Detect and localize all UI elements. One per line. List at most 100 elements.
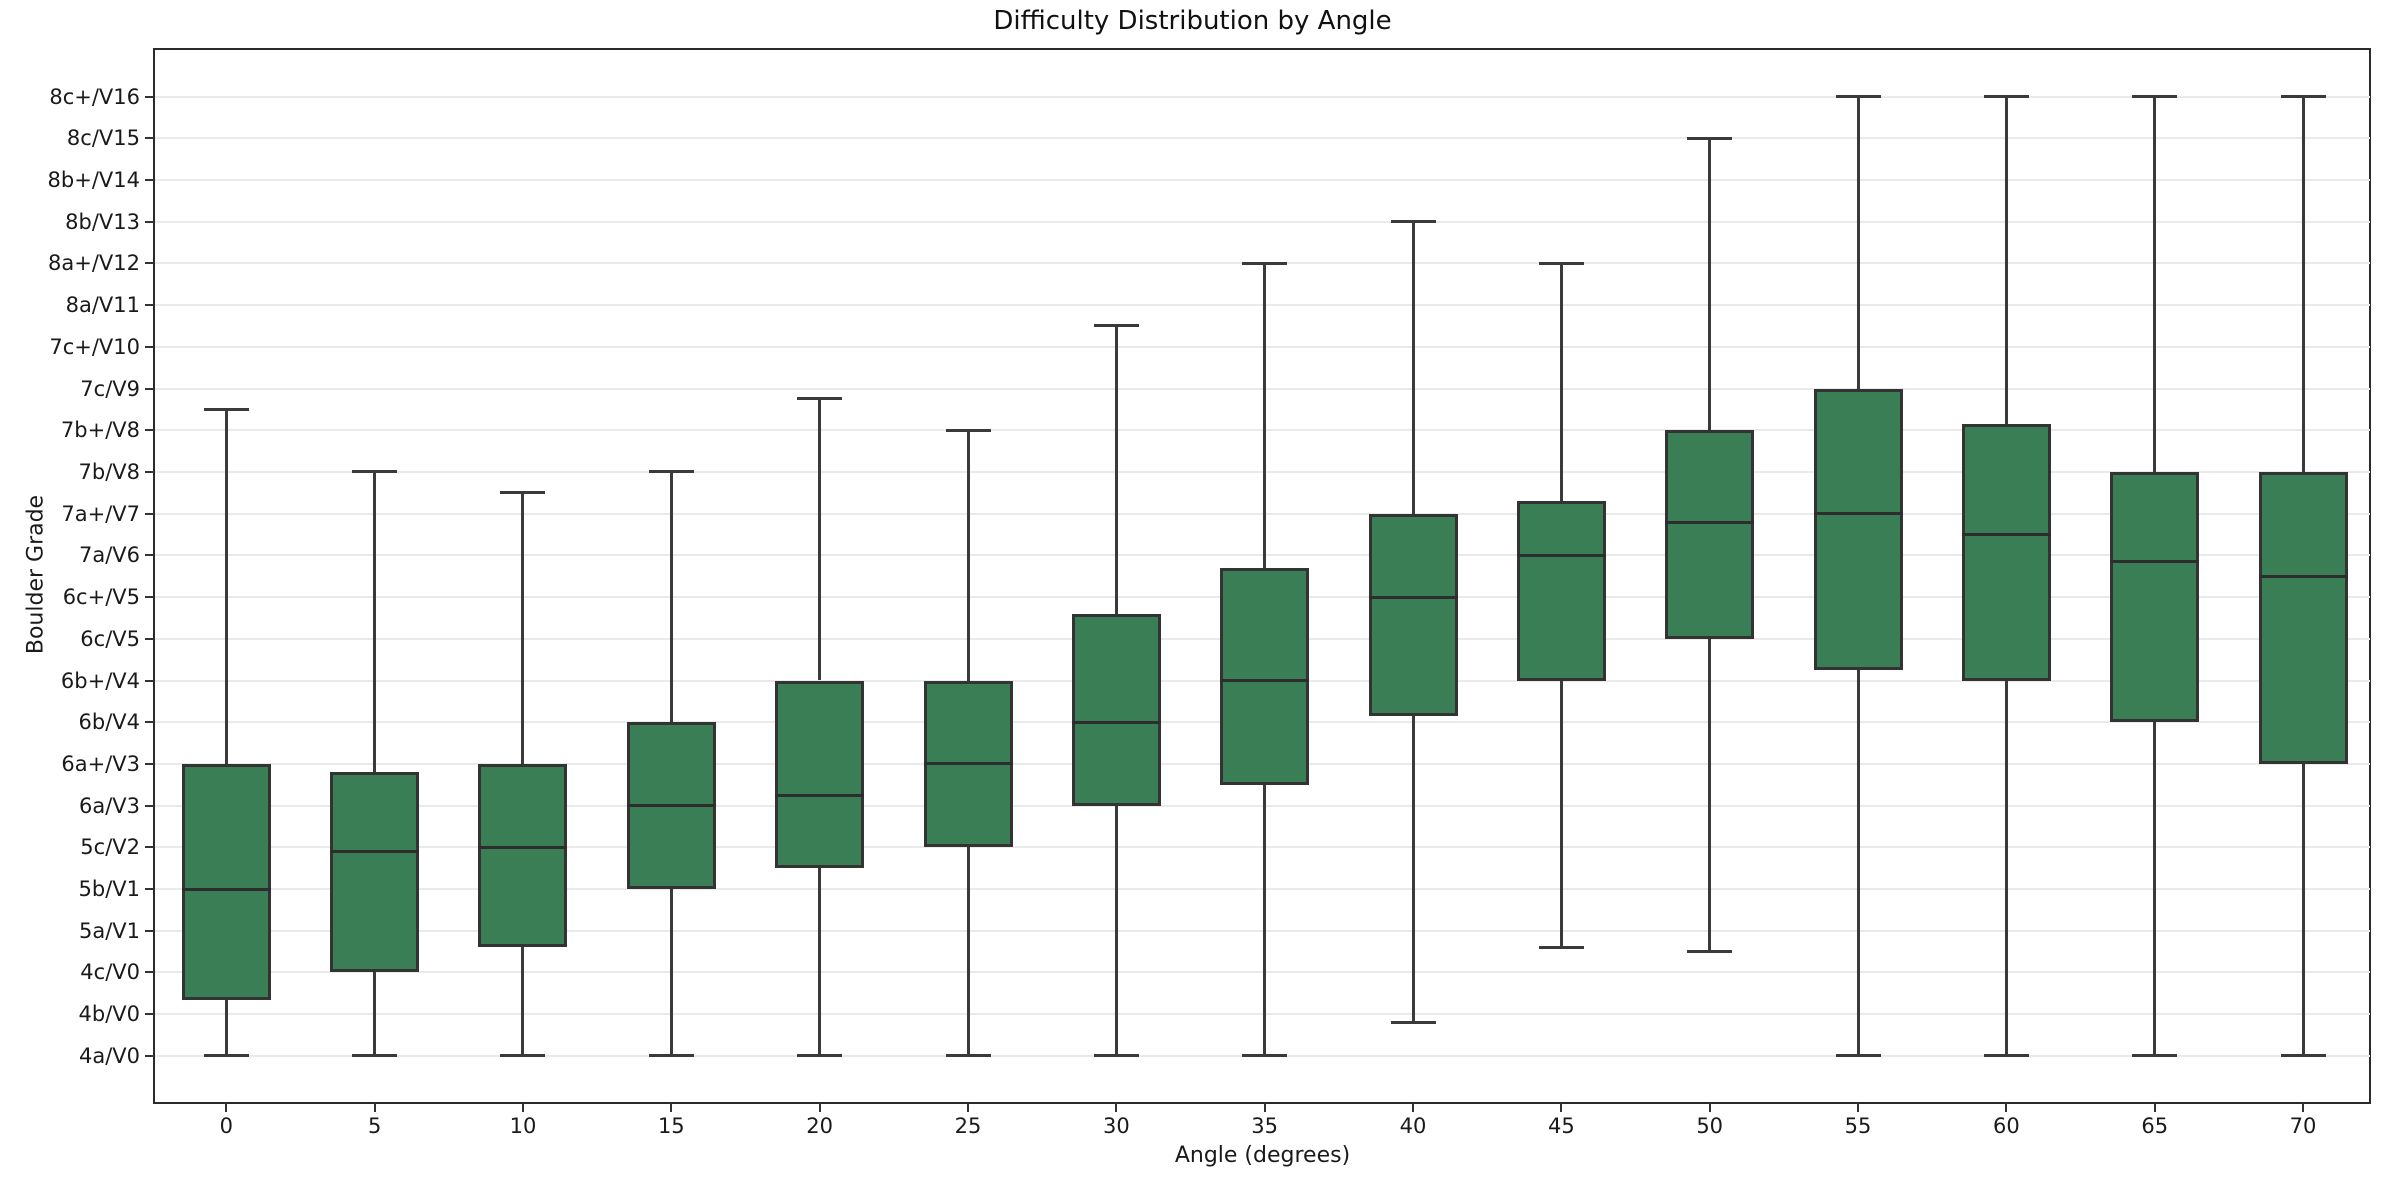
median-line: [1813, 512, 1903, 516]
x-tick-label: 50: [1696, 1114, 1724, 1138]
lower-whisker: [1263, 784, 1267, 1056]
lower-whisker-cap: [648, 1054, 694, 1058]
gridline: [155, 888, 2370, 891]
median-line: [1665, 520, 1755, 524]
upper-whisker-cap: [648, 470, 694, 474]
median-line: [1368, 595, 1458, 599]
box-angle-10: [478, 763, 568, 948]
y-tick: [145, 804, 154, 807]
y-tick-label: 4a/V0: [78, 1043, 140, 1068]
y-tick: [145, 262, 154, 265]
box-angle-5: [330, 772, 420, 973]
lower-whisker-cap: [352, 1054, 398, 1058]
gridline: [155, 929, 2370, 932]
y-tick-label: 6b/V4: [78, 710, 141, 735]
chart-title: Difficulty Distribution by Angle: [993, 6, 1392, 36]
lower-whisker-cap: [1242, 1054, 1288, 1058]
x-tick-label: 70: [2289, 1114, 2317, 1138]
median-line: [2258, 574, 2348, 578]
x-tick-label: 15: [657, 1114, 685, 1138]
x-axis-label: Angle (degrees): [1174, 1143, 1351, 1168]
lower-whisker: [373, 972, 377, 1056]
lower-whisker: [224, 999, 228, 1056]
x-tick: [1115, 1103, 1118, 1112]
lower-whisker-cap: [1835, 1054, 1881, 1058]
y-tick: [145, 929, 154, 932]
y-tick: [145, 220, 154, 223]
x-tick-label: 65: [2141, 1114, 2169, 1138]
box-angle-55: [1813, 388, 1903, 671]
upper-whisker: [1856, 96, 1860, 389]
gridline: [155, 178, 2370, 181]
y-tick-label: 8a/V11: [65, 293, 140, 318]
gridline: [155, 345, 2370, 348]
x-tick-label: 5: [367, 1114, 382, 1138]
lower-whisker: [1559, 680, 1563, 948]
lower-whisker-cap: [1983, 1054, 2029, 1058]
y-tick-label: 7c+/V10: [49, 334, 140, 359]
upper-whisker: [818, 398, 822, 681]
gridline: [155, 304, 2370, 307]
x-tick: [373, 1103, 376, 1112]
box-angle-30: [1071, 613, 1161, 806]
y-tick-label: 7a/V6: [78, 543, 140, 568]
box-angle-70: [2258, 471, 2348, 764]
gridline: [155, 95, 2370, 98]
y-tick: [145, 137, 154, 140]
y-axis-label: Boulder Grade: [23, 494, 49, 655]
lower-whisker: [1114, 805, 1118, 1056]
y-tick-label: 7b/V8: [78, 459, 141, 484]
y-tick-label: 4c/V0: [80, 960, 140, 985]
upper-whisker-cap: [945, 428, 991, 432]
y-tick-label: 7b+/V8: [60, 418, 140, 443]
upper-whisker-cap: [1242, 261, 1288, 265]
gridline: [155, 387, 2370, 390]
median-line: [2110, 560, 2200, 564]
upper-whisker: [2004, 96, 2008, 424]
x-tick: [967, 1103, 969, 1112]
y-tick-label: 5b/V1: [78, 877, 141, 902]
x-tick-label: 0: [219, 1114, 233, 1138]
y-tick: [145, 1054, 154, 1057]
lower-whisker-cap: [797, 1054, 843, 1058]
y-tick-label: 6b+/V4: [60, 668, 140, 693]
y-tick: [145, 554, 154, 557]
y-tick-label: 7a+/V7: [61, 501, 140, 526]
y-tick: [145, 470, 154, 473]
x-tick: [1708, 1103, 1711, 1112]
y-tick-label: 6a+/V3: [61, 751, 140, 776]
y-tick-label: 8b/V13: [65, 209, 140, 234]
gridline: [155, 846, 2370, 849]
gridline: [155, 554, 2370, 557]
gridline: [155, 137, 2370, 140]
y-tick: [145, 429, 154, 432]
median-line: [775, 793, 865, 797]
lower-whisker-cap: [500, 1054, 546, 1058]
box-angle-20: [775, 680, 865, 869]
x-tick: [2005, 1103, 2008, 1112]
lower-whisker: [966, 847, 970, 1056]
gridline: [155, 470, 2370, 473]
y-tick-label: 8c+/V16: [49, 84, 140, 109]
gridline: [155, 1013, 2370, 1016]
upper-whisker: [521, 492, 525, 764]
y-tick: [145, 846, 154, 849]
box-angle-50: [1665, 430, 1755, 639]
lower-whisker-cap: [1093, 1054, 1139, 1058]
y-tick-label: 8b+/V14: [47, 167, 140, 192]
upper-whisker: [373, 471, 377, 773]
y-tick-label: 6c/V5: [80, 626, 140, 651]
median-line: [1961, 533, 2051, 537]
lower-whisker-cap: [945, 1054, 991, 1058]
upper-whisker-cap: [500, 491, 546, 495]
y-tick-label: 7c/V9: [80, 376, 140, 401]
upper-whisker: [2153, 96, 2157, 472]
lower-whisker: [818, 868, 822, 1056]
x-tick-label: 10: [509, 1114, 537, 1138]
y-tick: [145, 95, 154, 98]
y-tick-label: 6a/V3: [78, 793, 140, 818]
y-tick: [145, 971, 154, 974]
x-tick: [521, 1103, 524, 1112]
median-line: [181, 887, 271, 891]
